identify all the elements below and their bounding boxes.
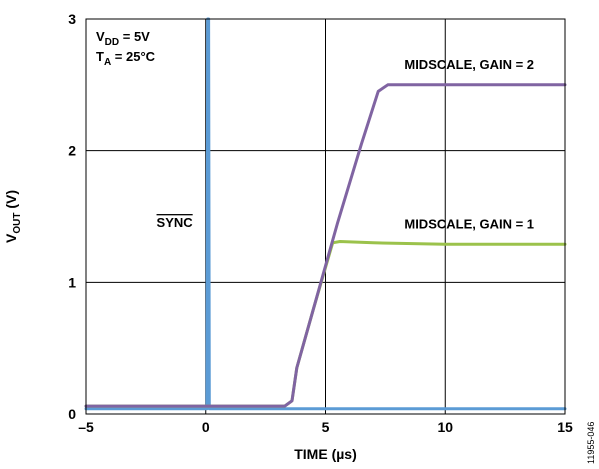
y-tick-label: 0: [68, 406, 76, 422]
annotation-label: MIDSCALE, GAIN = 2: [404, 57, 534, 72]
x-tick-label: 0: [202, 419, 210, 435]
plot-frame: [85, 18, 566, 415]
x-tick-label: 15: [557, 419, 573, 435]
vdd-suffix: = 5V: [119, 29, 150, 44]
x-tick-label: –5: [78, 419, 94, 435]
annotation-label: MIDSCALE, GAIN = 1: [404, 216, 534, 231]
figure-id: 11955-046: [586, 422, 596, 464]
y-axis-title-sub: OUT: [12, 213, 23, 234]
ta-suffix: = 25°C: [111, 49, 155, 64]
ta-sub: A: [104, 57, 111, 68]
y-axis-title-prefix: V: [3, 233, 19, 243]
y-axis-title-suffix: (V): [3, 190, 19, 213]
y-tick-labels: 0 1 2 3: [68, 11, 76, 422]
y-tick-label: 3: [68, 11, 76, 27]
x-tick-label: 10: [437, 419, 453, 435]
annotations: MIDSCALE, GAIN = 2 MIDSCALE, GAIN = 1 SYNC: [157, 57, 534, 231]
x-tick-labels: –5 0 5 10 15: [78, 419, 573, 435]
ta-condition: TA = 25°C: [96, 49, 156, 68]
y-tick-label: 2: [68, 143, 76, 159]
x-axis-title: TIME (µs): [294, 446, 357, 462]
series-line-midscale-gain-2: [84, 83, 567, 408]
vdd-sub: DD: [105, 37, 119, 48]
y-axis-title: VOUT (V): [3, 190, 23, 243]
vdd-prefix: V: [96, 29, 105, 44]
vdd-condition: VDD = 5V: [96, 29, 150, 48]
x-tick-label: 5: [322, 419, 330, 435]
y-tick-label: 1: [68, 274, 76, 290]
annotation-label: SYNC: [157, 215, 194, 230]
ta-prefix: T: [96, 49, 104, 64]
